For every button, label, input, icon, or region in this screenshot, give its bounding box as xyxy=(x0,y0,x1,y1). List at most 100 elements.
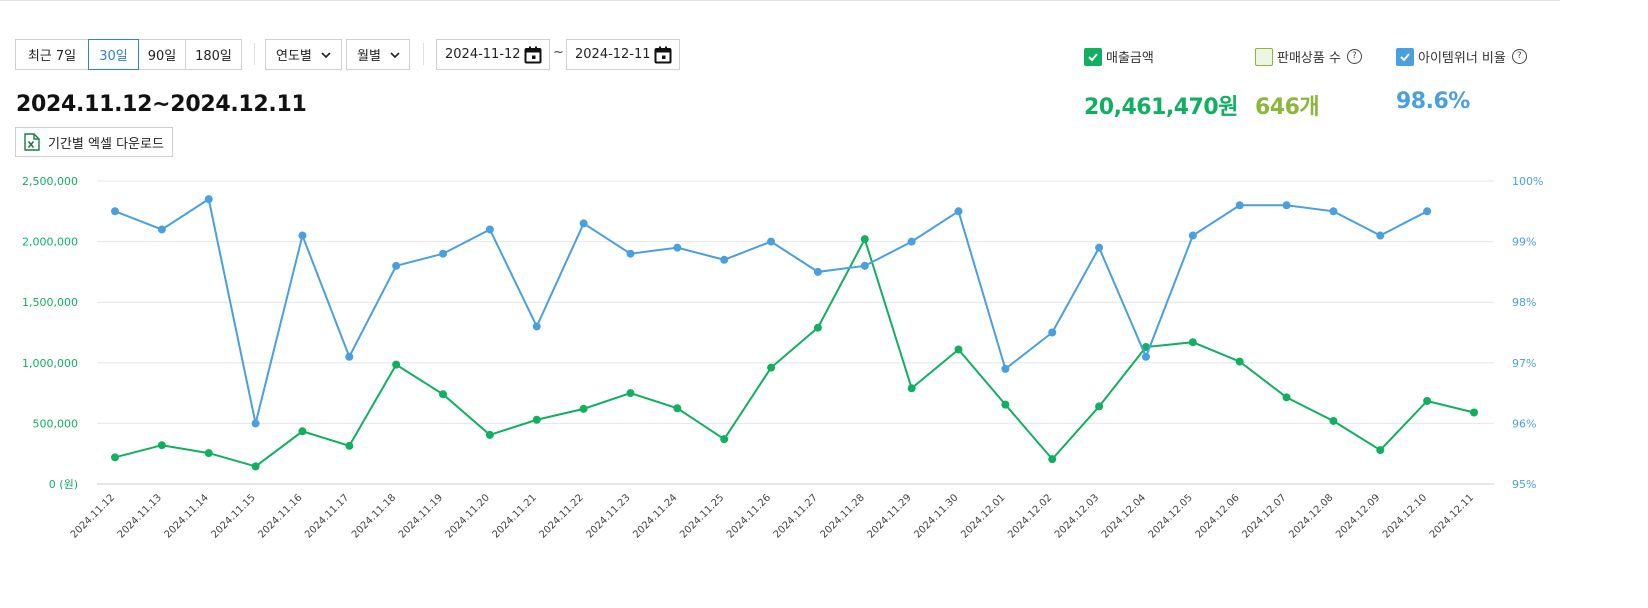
legend-sales-label: 매출금액 xyxy=(1106,51,1154,66)
period-30d-button[interactable]: 30일 xyxy=(88,39,139,70)
winner-ratio-data-point xyxy=(626,249,635,258)
date-to-value: 2024-12-11 xyxy=(575,47,651,62)
sales-data-point xyxy=(1423,396,1432,405)
sales-data-point xyxy=(813,323,822,332)
x-axis-tick-label: 2024.11.14 xyxy=(163,492,211,540)
sales-data-point xyxy=(532,415,541,424)
date-from-input[interactable]: 2024-11-12 xyxy=(436,39,550,70)
sales-total: 20,461,470원 xyxy=(1084,95,1238,120)
month-dropdown[interactable]: 월별 xyxy=(346,39,410,70)
winner-ratio-data-point xyxy=(1188,231,1197,240)
legend-sales-toggle[interactable]: 매출금액 xyxy=(1084,47,1154,66)
winner-ratio-data-point xyxy=(1141,352,1150,361)
winner-ratio-series-line xyxy=(114,197,1428,424)
winner-ratio-data-point xyxy=(251,419,260,428)
top-divider xyxy=(0,0,1560,1)
legend-items-label: 판매상품 수 xyxy=(1277,51,1341,66)
winner-ratio-data-point xyxy=(1423,207,1432,216)
x-axis-tick-label: 2024.11.24 xyxy=(631,492,679,540)
right-axis-tick-label: 99% xyxy=(1512,236,1536,249)
winner-ratio-data-point xyxy=(392,261,401,270)
x-axis-tick-label: 2024.11.17 xyxy=(303,492,351,540)
question-circle-icon[interactable]: ? xyxy=(1346,49,1362,64)
calendar-icon[interactable] xyxy=(653,45,673,65)
x-axis-tick-label: 2024.11.13 xyxy=(116,492,164,540)
winner-ratio-data-point xyxy=(1095,243,1104,252)
sales-series-line xyxy=(114,236,1475,468)
x-axis-tick-label: 2024.12.08 xyxy=(1287,492,1335,540)
x-axis-tick-label: 2024.11.26 xyxy=(725,492,773,540)
sales-data-point xyxy=(767,363,776,372)
left-axis-tick-label: 2,000,000 xyxy=(22,236,78,249)
page-title: 2024.11.12~2024.12.11 xyxy=(16,92,307,117)
sales-data-point xyxy=(111,453,119,462)
winner-ratio-data-point xyxy=(298,231,307,240)
x-axis-tick-label: 2024.11.15 xyxy=(209,492,257,540)
winner-ratio-data-point xyxy=(579,219,588,228)
x-axis-tick-label: 2024.12.05 xyxy=(1147,492,1195,540)
x-axis-tick-label: 2024.12.10 xyxy=(1381,492,1429,540)
winner-ratio-data-point xyxy=(111,207,119,216)
legend-items-toggle[interactable]: 판매상품 수 ? xyxy=(1255,47,1362,66)
right-axis-tick-label: 95% xyxy=(1512,478,1536,491)
x-axis-tick-label: 2024.11.25 xyxy=(678,492,726,540)
sales-data-point xyxy=(579,404,588,413)
winner-ratio: 98.6% xyxy=(1396,89,1470,114)
right-axis-tick-label: 97% xyxy=(1512,357,1536,370)
sales-data-point xyxy=(1001,400,1010,409)
winner-ratio-data-point xyxy=(1001,364,1010,373)
sales-data-point xyxy=(1095,402,1104,411)
sales-data-point xyxy=(1282,393,1291,402)
winner-ratio-data-point xyxy=(813,267,822,276)
month-dropdown-label: 월별 xyxy=(357,49,381,64)
year-dropdown-label: 연도별 xyxy=(276,49,312,64)
legend-winner-toggle[interactable]: 아이템위너 비율 ? xyxy=(1396,47,1527,66)
legend-winner-label: 아이템위너 비율 xyxy=(1418,51,1506,66)
chevron-down-icon xyxy=(390,51,400,58)
x-axis-tick-label: 2024.11.18 xyxy=(350,492,398,540)
checkbox-checked[interactable] xyxy=(1084,47,1102,66)
x-axis-tick-label: 2024.11.28 xyxy=(819,492,867,540)
question-circle-icon[interactable]: ? xyxy=(1511,49,1527,64)
left-axis-tick-label: 1,500,000 xyxy=(22,296,78,309)
winner-ratio-data-point xyxy=(439,249,448,258)
x-axis-tick-label: 2024.12.03 xyxy=(1053,492,1101,540)
chevron-down-icon xyxy=(321,51,331,58)
period-7d-button[interactable]: 최근 7일 xyxy=(15,39,89,70)
check-icon xyxy=(1400,52,1410,61)
checkbox-unchecked[interactable] xyxy=(1255,47,1273,66)
period-180d-button[interactable]: 180일 xyxy=(185,39,242,70)
sales-data-point xyxy=(626,389,635,398)
left-axis-tick-label: 2,500,000 xyxy=(22,175,78,188)
excel-file-icon xyxy=(24,133,40,151)
sales-data-point xyxy=(954,345,963,354)
winner-ratio-data-point xyxy=(1376,231,1385,240)
date-to-input[interactable]: 2024-12-11 xyxy=(566,39,680,70)
x-axis-tick-label: 2024.11.16 xyxy=(256,492,304,540)
sales-data-point xyxy=(907,384,916,393)
winner-ratio-data-point xyxy=(954,207,963,216)
x-axis-tick-label: 2024.12.01 xyxy=(959,492,1007,540)
sales-data-point xyxy=(1235,357,1244,366)
checkbox-checked[interactable] xyxy=(1396,47,1414,66)
items-total: 646개 xyxy=(1255,95,1320,120)
sales-data-point xyxy=(720,435,729,444)
sales-data-point xyxy=(1376,446,1385,455)
divider xyxy=(423,43,424,65)
winner-ratio-data-point xyxy=(157,225,166,234)
winner-ratio-data-point xyxy=(204,195,213,204)
period-90d-button[interactable]: 90일 xyxy=(138,39,186,70)
left-axis-tick-label: 1,000,000 xyxy=(22,357,78,370)
date-from-value: 2024-11-12 xyxy=(445,47,521,62)
x-axis-tick-label: 2024.11.23 xyxy=(584,492,632,540)
sales-data-point xyxy=(439,390,448,399)
x-axis-tick-label: 2024.11.19 xyxy=(397,492,445,540)
sales-data-point xyxy=(1188,338,1197,347)
excel-download-label: 기간별 엑셀 다운로드 xyxy=(48,136,164,152)
calendar-icon[interactable] xyxy=(523,45,543,65)
winner-ratio-data-point xyxy=(907,237,916,246)
year-dropdown[interactable]: 연도별 xyxy=(265,39,342,70)
excel-download-button[interactable]: 기간별 엑셀 다운로드 xyxy=(15,127,173,157)
sales-data-point xyxy=(1329,416,1338,425)
x-axis-tick-label: 2024.12.11 xyxy=(1428,492,1476,540)
